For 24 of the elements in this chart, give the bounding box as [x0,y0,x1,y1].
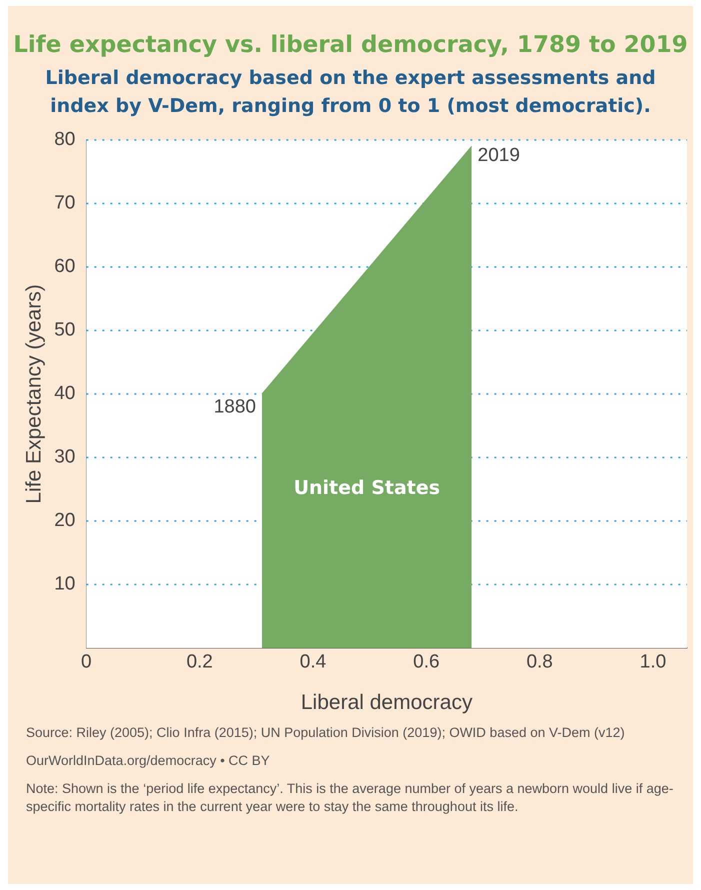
y-tick-label: 40 [54,383,76,404]
y-tick-label: 10 [54,574,76,595]
x-tick-label: 0 [81,652,92,673]
text: Note: Shown is the ‘period life expectancy’. This is the average number of years a newborn would live if age-specific mortality rates in the current year were to stay the same throughout its life. [26,780,674,816]
x-tick-label: 1.0 [640,652,666,673]
x-axis-title: Liberal democracy [300,691,473,714]
x-tick-label: 0.4 [300,652,327,673]
y-axis-title: Life Expectancy (years) [22,284,46,504]
source-note: Source: Riley (2005); Clio Infra (2015); UN Population Division (2019); OWID based on V-Dem (v12) [26,724,626,742]
x-tick-label: 0.8 [526,652,553,673]
y-tick-label: 60 [54,256,76,278]
y-tick-label: 80 [54,129,76,150]
annotation: 1880 [214,396,256,418]
text: OurWorldInData.org/democracy • CC BY [26,752,271,770]
annotation: 2019 [478,145,520,166]
y-tick-label: 20 [54,510,76,532]
y-tick-label: 30 [54,446,76,468]
y-tick-label: 50 [54,320,76,341]
chart-subtitle: Liberal democracy based on the expert assessments and index by V-Dem, ranging from 0 to 1 (most democratic). [44,66,657,119]
y-tick-label: 70 [54,192,76,214]
chart-title: Life expectancy vs. liberal democracy, 1789 to 2019 [12,31,689,58]
x-tick-label: 0.6 [413,652,440,673]
x-tick-label: 0.2 [186,652,213,673]
series-label: United States [294,477,440,500]
